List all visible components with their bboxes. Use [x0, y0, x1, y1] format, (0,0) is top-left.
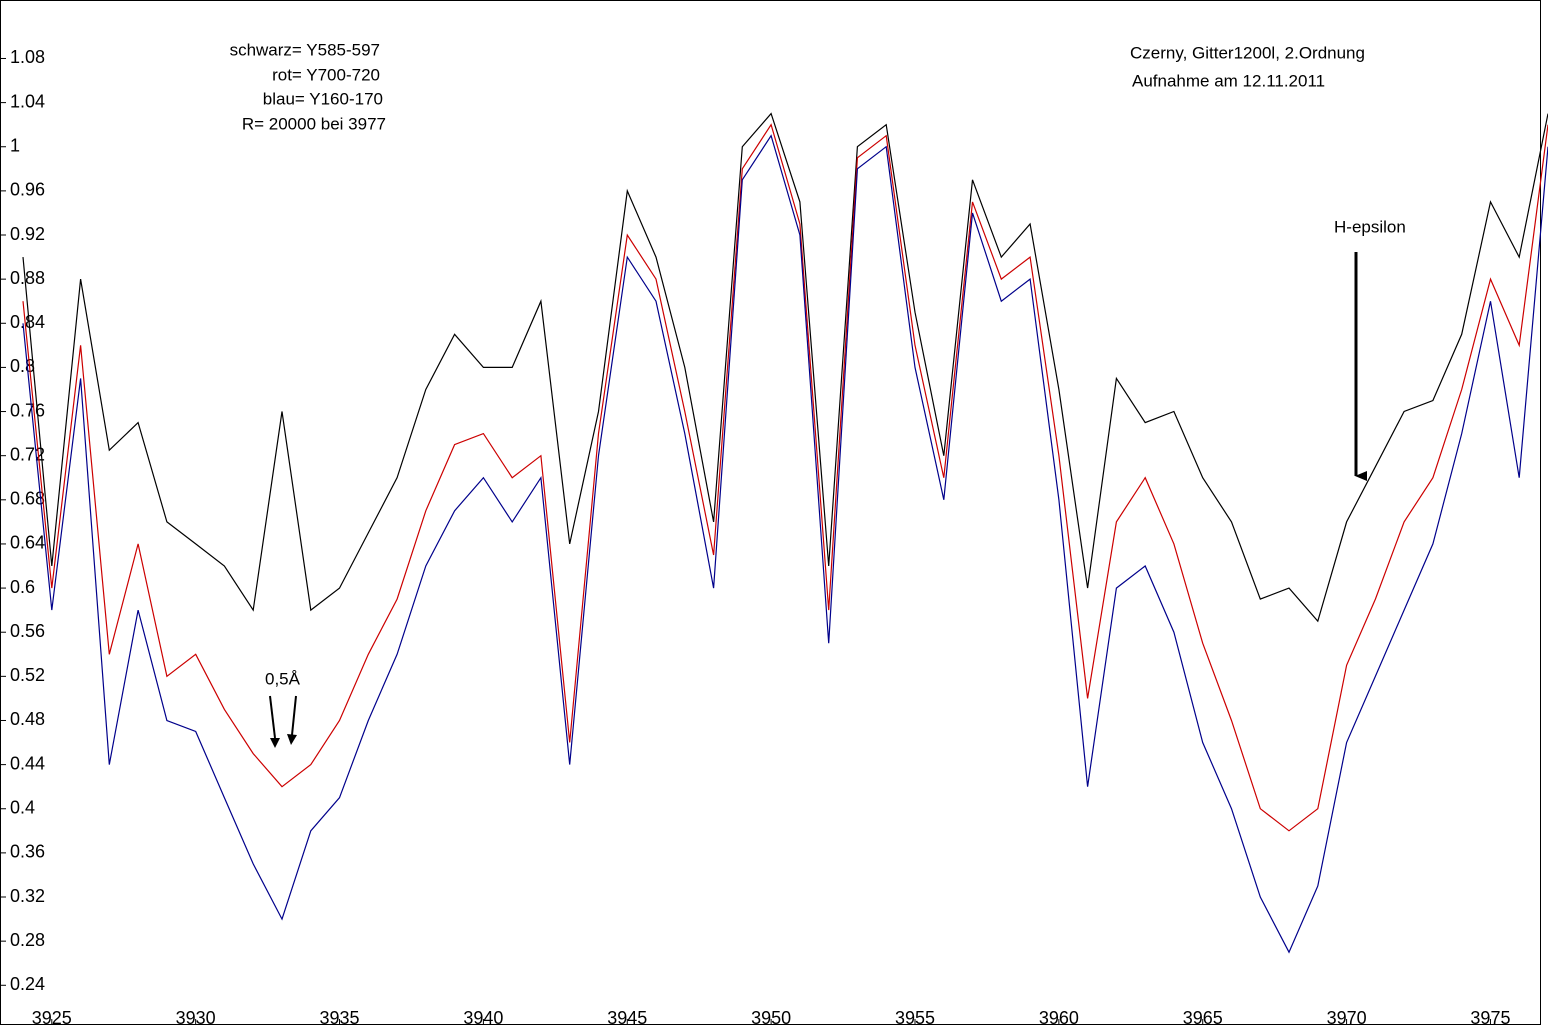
- x-tick-label: 3965: [1183, 1008, 1223, 1025]
- y-tick-label: 0.4: [10, 797, 35, 817]
- annotation: blau= Y160-170: [263, 89, 383, 108]
- y-tick-label: 0.84: [10, 312, 45, 332]
- y-tick-label: 0.32: [10, 886, 45, 906]
- series-line: [22, 134, 1548, 954]
- x-tick-label: 3960: [1039, 1008, 1079, 1025]
- y-tick-label: 0.44: [10, 753, 45, 773]
- arrow-right: [291, 695, 297, 736]
- x-tick-label: 3955: [895, 1008, 935, 1025]
- x-tick-label: 3950: [751, 1008, 791, 1025]
- y-tick-label: 0.56: [10, 621, 45, 641]
- y-tick-label: 0.48: [10, 709, 45, 729]
- y-tick-label: 0.36: [10, 842, 45, 862]
- annotation: H-epsilon: [1334, 217, 1406, 236]
- arrow-right-head: [287, 734, 297, 745]
- annotation: Czerny, Gitter1200l, 2.Ordnung: [1130, 43, 1365, 62]
- arrow-left: [269, 695, 276, 739]
- y-tick-label: 0.28: [10, 930, 45, 950]
- y-tick-label: 1.04: [10, 91, 45, 111]
- annotation: R= 20000 bei 3977: [242, 114, 386, 133]
- annotation: Aufnahme am 12.11.2011: [1132, 71, 1325, 90]
- x-tick-label: 3940: [463, 1008, 503, 1025]
- y-tick-label: 0.96: [10, 180, 45, 200]
- y-tick-label: 0.76: [10, 400, 45, 420]
- y-tick-label: 0.6: [10, 577, 35, 597]
- x-tick-label: 3970: [1327, 1008, 1367, 1025]
- annotation: rot= Y700-720: [272, 65, 380, 84]
- y-tick-label: 0.64: [10, 533, 45, 553]
- y-tick-label: 0.68: [10, 489, 45, 509]
- y-tick-label: 0.88: [10, 268, 45, 288]
- y-tick-label: 0.52: [10, 665, 45, 685]
- arrow-left-head: [270, 738, 280, 748]
- y-tick-label: 0.24: [10, 974, 45, 994]
- x-tick-label: 3935: [320, 1008, 360, 1025]
- x-tick-label: 3975: [1470, 1008, 1510, 1025]
- x-tick-label: 3945: [607, 1008, 647, 1025]
- series-line: [22, 112, 1548, 623]
- x-tick-label: 3930: [176, 1008, 216, 1025]
- annotation: schwarz= Y585-597: [230, 40, 380, 59]
- y-tick-label: 0.72: [10, 444, 45, 464]
- y-tick-label: 0.92: [10, 224, 45, 244]
- x-tick-label: 3925: [32, 1008, 72, 1025]
- y-tick-label: 1.08: [10, 47, 45, 67]
- y-tick-label: 1: [10, 135, 20, 155]
- series-line: [22, 123, 1548, 832]
- y-tick-label: 0.8: [10, 356, 35, 376]
- annotation: 0,5Å: [265, 669, 301, 688]
